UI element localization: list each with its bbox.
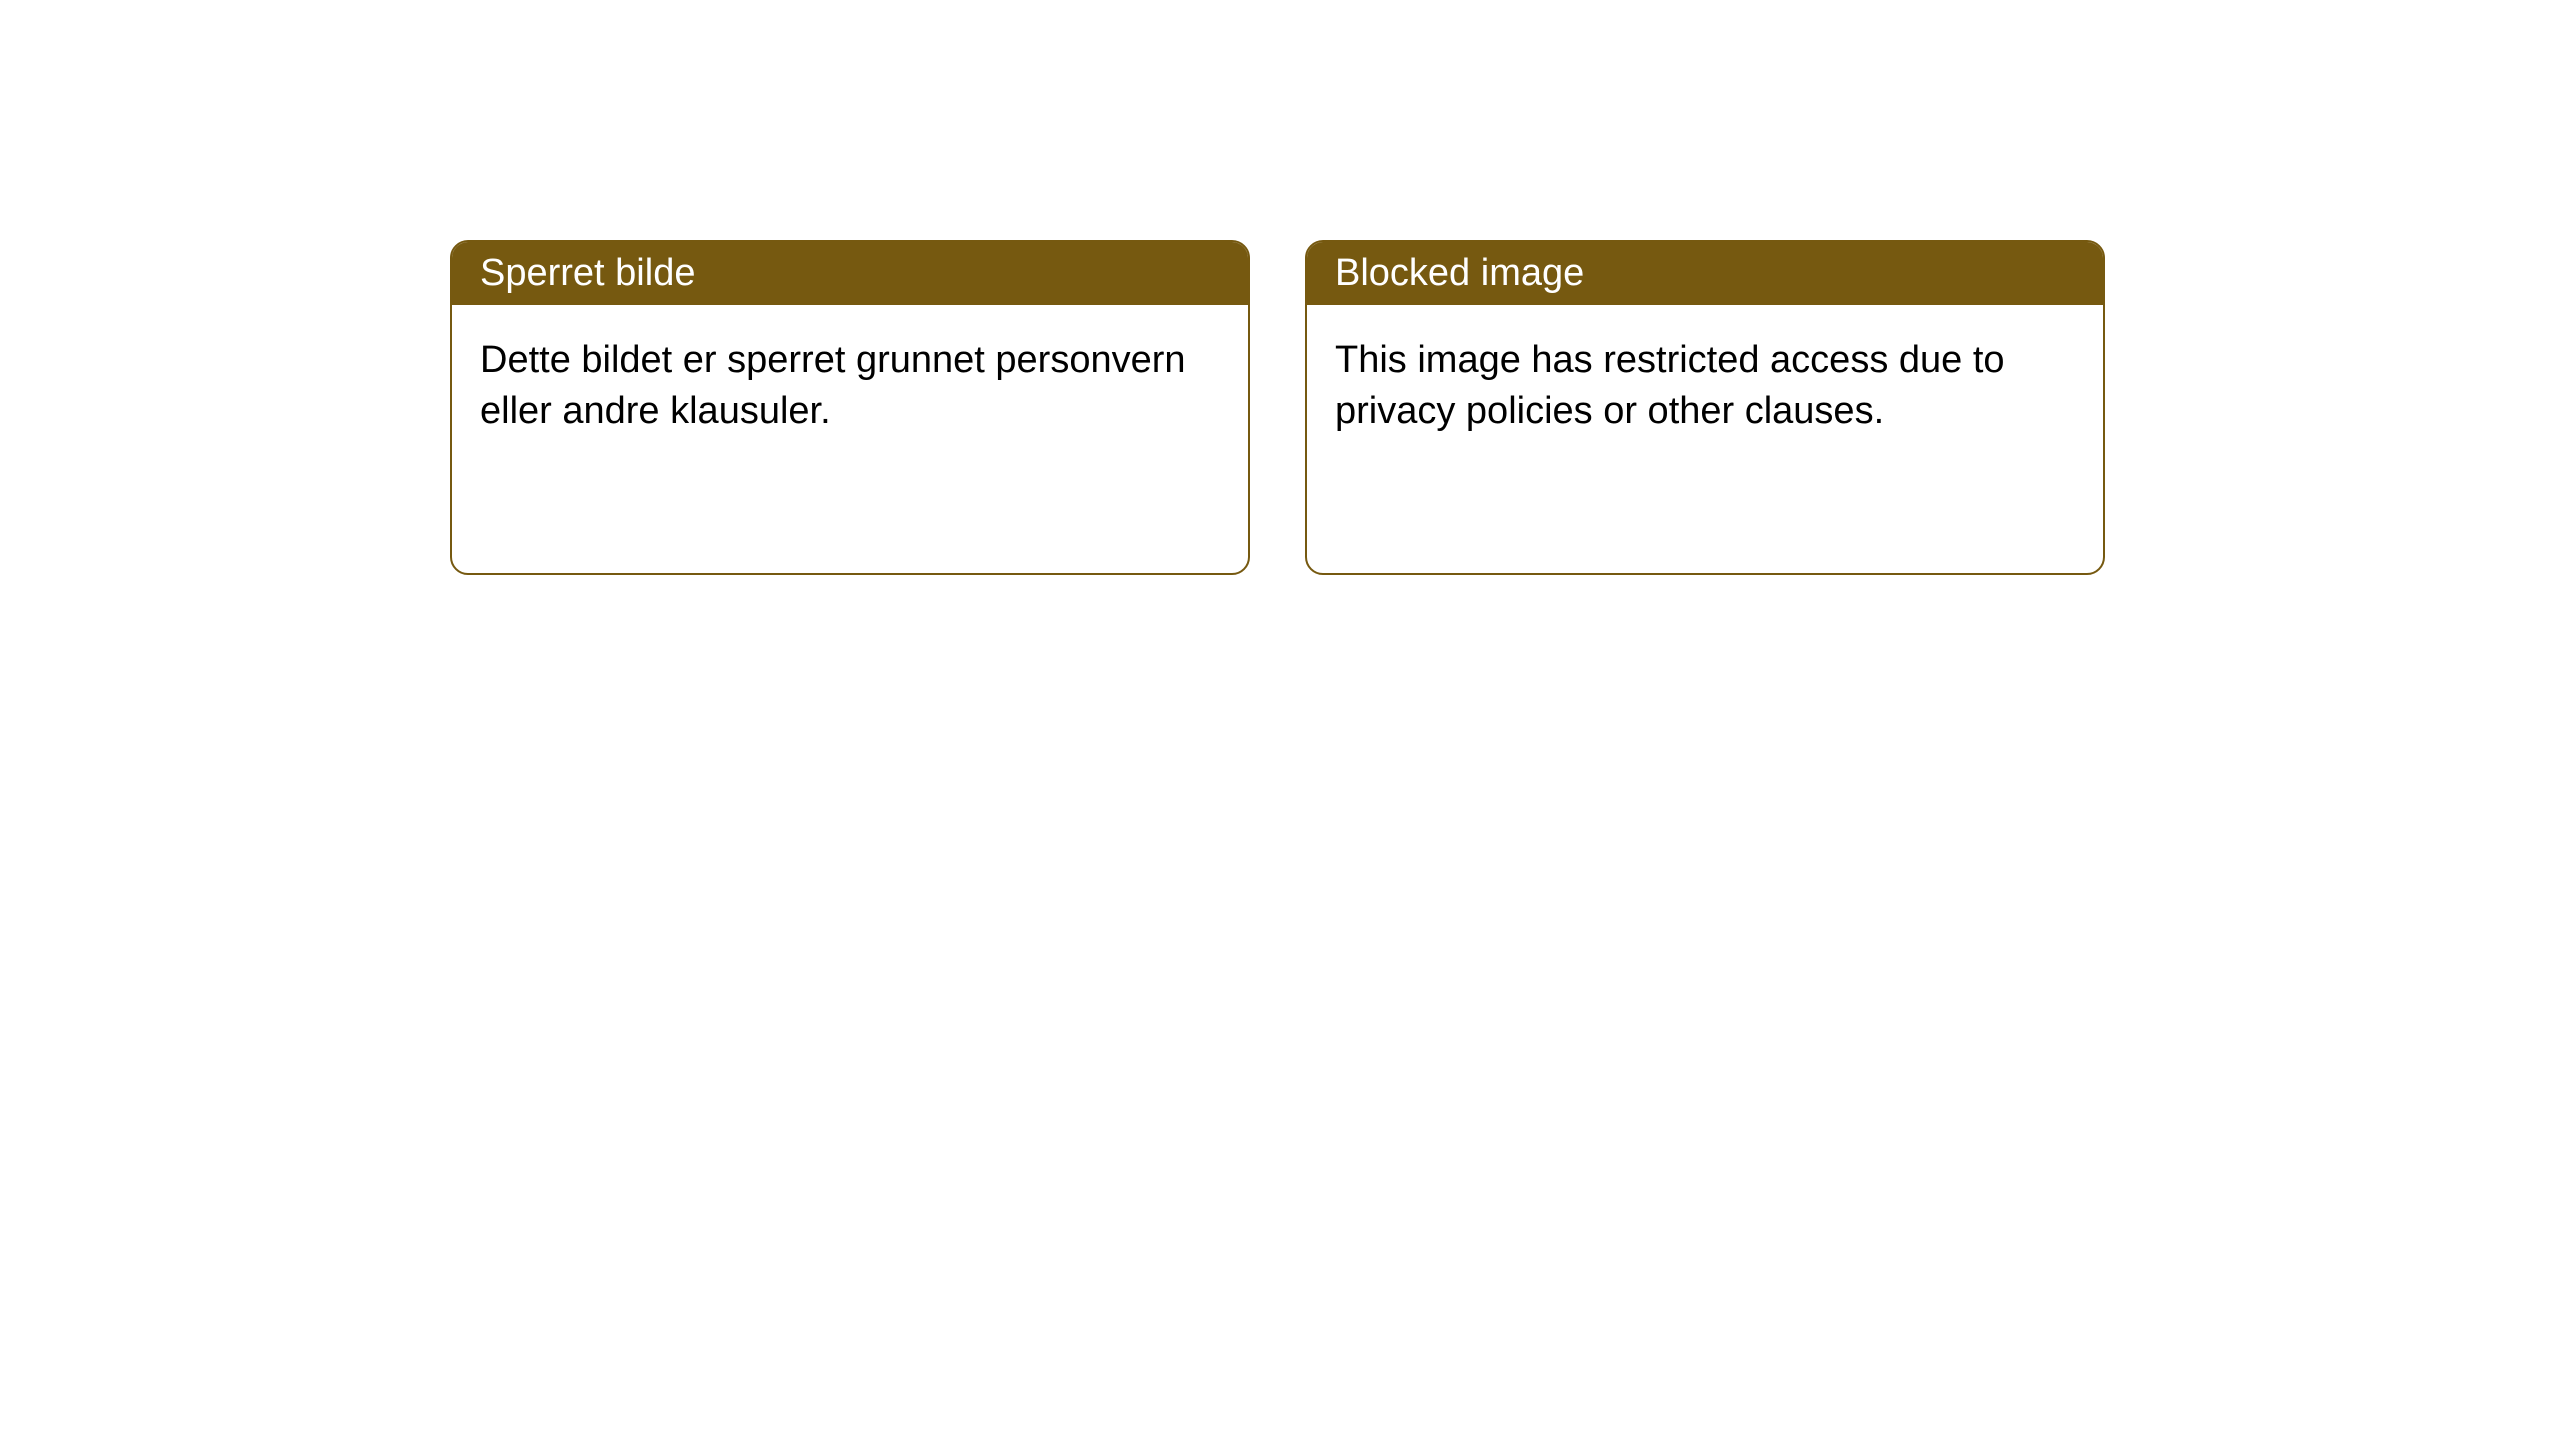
notice-title: Blocked image bbox=[1307, 242, 2103, 305]
notice-body: Dette bildet er sperret grunnet personve… bbox=[452, 305, 1248, 468]
notice-container: Sperret bilde Dette bildet er sperret gr… bbox=[0, 0, 2560, 575]
notice-title: Sperret bilde bbox=[452, 242, 1248, 305]
notice-body: This image has restricted access due to … bbox=[1307, 305, 2103, 468]
notice-card-english: Blocked image This image has restricted … bbox=[1305, 240, 2105, 575]
notice-card-norwegian: Sperret bilde Dette bildet er sperret gr… bbox=[450, 240, 1250, 575]
